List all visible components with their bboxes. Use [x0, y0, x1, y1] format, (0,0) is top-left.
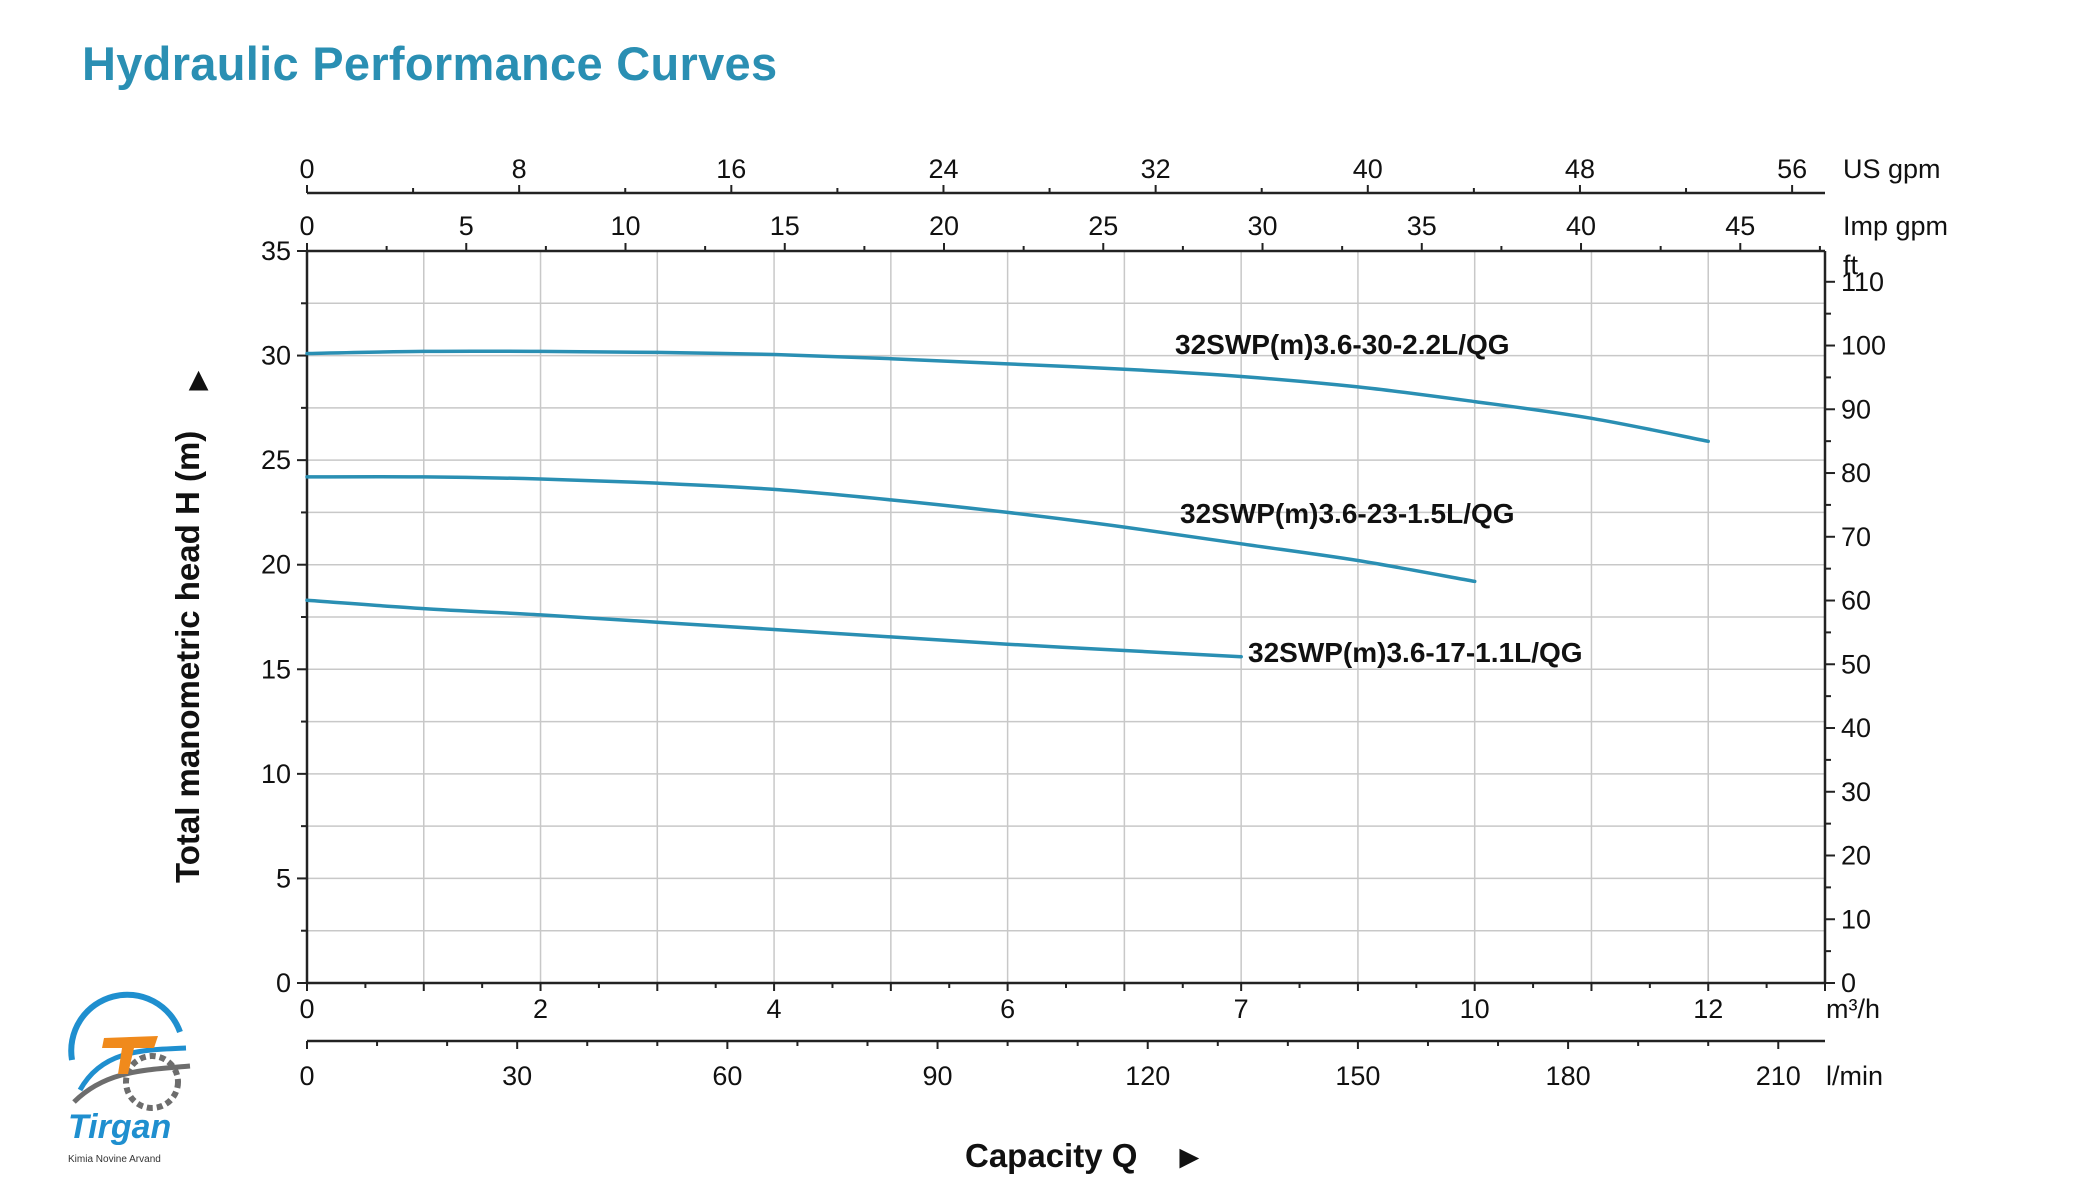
- curve-series-2: [305, 474, 1477, 584]
- logo-tagline-text: Kimia Novine Arvand: [68, 1154, 161, 1165]
- imp-gpm-tick-label: 40: [1566, 211, 1596, 241]
- page-title: Hydraulic Performance Curves: [82, 37, 778, 90]
- x-tick-label: 12: [1693, 994, 1723, 1024]
- y-tick-label: 5: [276, 863, 291, 893]
- ft-tick-label: 110: [1841, 267, 1884, 297]
- lmin-tick-label: 150: [1335, 1061, 1380, 1091]
- axes: [297, 185, 1835, 1049]
- y-tick-label: 30: [261, 341, 291, 371]
- curve-label-1: 32SWP(m)3.6-30-2.2L/QG: [1175, 329, 1510, 360]
- curve-label-2: 32SWP(m)3.6-23-1.5L/QG: [1180, 498, 1515, 529]
- y-tick-label: 25: [261, 445, 291, 475]
- us-gpm-tick-label: 40: [1353, 154, 1383, 184]
- y-tick-label: 10: [261, 759, 291, 789]
- us-gpm-tick-label: 48: [1565, 154, 1595, 184]
- ft-tick-label: 0: [1841, 968, 1856, 998]
- x-tick-label: 7: [1234, 994, 1249, 1024]
- lmin-tick-label: 60: [712, 1061, 742, 1091]
- imp-gpm-tick-label: 10: [610, 211, 640, 241]
- x-axis-title: Capacity Q: [965, 1137, 1137, 1174]
- us-gpm-tick-label: 8: [512, 154, 527, 184]
- ft-tick-label: 10: [1841, 904, 1871, 934]
- y-tick-label: 20: [261, 550, 291, 580]
- lmin-tick-label: 210: [1756, 1061, 1801, 1091]
- x-tick-label: 4: [767, 994, 782, 1024]
- ft-tick-label: 30: [1841, 777, 1871, 807]
- imp-gpm-tick-label: 45: [1725, 211, 1755, 241]
- imp-gpm-tick-label: 0: [299, 211, 314, 241]
- lmin-tick-label: 120: [1125, 1061, 1170, 1091]
- x-tick-label: 10: [1460, 994, 1490, 1024]
- grid: [307, 251, 1826, 983]
- ft-tick-label: 100: [1841, 331, 1886, 361]
- ft-tick-label: 90: [1841, 394, 1871, 424]
- ft-unit-label: ft: [1843, 250, 1859, 280]
- x-tick-label: 2: [533, 994, 548, 1024]
- imp-gpm-tick-label: 25: [1088, 211, 1118, 241]
- curve-series-3: [305, 598, 1243, 659]
- y-tick-label: 15: [261, 654, 291, 684]
- lmin-tick-label: 180: [1546, 1061, 1591, 1091]
- y-tick-label: 0: [276, 968, 291, 998]
- x-tick-label: 6: [1000, 994, 1015, 1024]
- lmin-tick-label: 30: [502, 1061, 532, 1091]
- x-unit-label: m³/h: [1826, 994, 1880, 1024]
- x-axis-arrow: ►: [1173, 1138, 1206, 1175]
- us-gpm-unit-label: US gpm: [1843, 154, 1941, 184]
- y-axis-title: Total manometric head H (m): [169, 431, 206, 883]
- x-tick-label: 0: [299, 994, 314, 1024]
- us-gpm-tick-label: 16: [716, 154, 746, 184]
- ft-tick-label: 60: [1841, 586, 1871, 616]
- ft-tick-label: 80: [1841, 458, 1871, 488]
- imp-gpm-tick-label: 35: [1407, 211, 1437, 241]
- ft-tick-label: 40: [1841, 713, 1871, 743]
- y-tick-label: 35: [261, 236, 291, 266]
- imp-gpm-unit-label: Imp gpm: [1843, 211, 1948, 241]
- ft-tick-label: 70: [1841, 522, 1871, 552]
- us-gpm-tick-label: 56: [1777, 154, 1807, 184]
- us-gpm-tick-label: 0: [299, 154, 314, 184]
- us-gpm-tick-label: 32: [1141, 154, 1171, 184]
- series: [305, 349, 1710, 659]
- company-logo: Tirgan Kimia Novine Arvand: [62, 990, 198, 1170]
- curve-series-1: [305, 349, 1710, 444]
- imp-gpm-tick-label: 20: [929, 211, 959, 241]
- logo-emblem-icon: [68, 991, 191, 1111]
- lmin-tick-label: 90: [923, 1061, 953, 1091]
- lmin-tick-label: 0: [299, 1061, 314, 1091]
- curve-label-3: 32SWP(m)3.6-17-1.1L/QG: [1248, 637, 1583, 668]
- ft-tick-label: 50: [1841, 649, 1871, 679]
- imp-gpm-tick-label: 30: [1247, 211, 1277, 241]
- us-gpm-tick-label: 24: [928, 154, 958, 184]
- imp-gpm-tick-label: 5: [459, 211, 474, 241]
- ft-tick-label: 20: [1841, 841, 1871, 871]
- lmin-unit-label: l/min: [1826, 1061, 1883, 1091]
- imp-gpm-tick-label: 15: [770, 211, 800, 241]
- y-axis-arrow: ►: [178, 364, 215, 397]
- logo-brand-text: Tirgan: [68, 1108, 171, 1146]
